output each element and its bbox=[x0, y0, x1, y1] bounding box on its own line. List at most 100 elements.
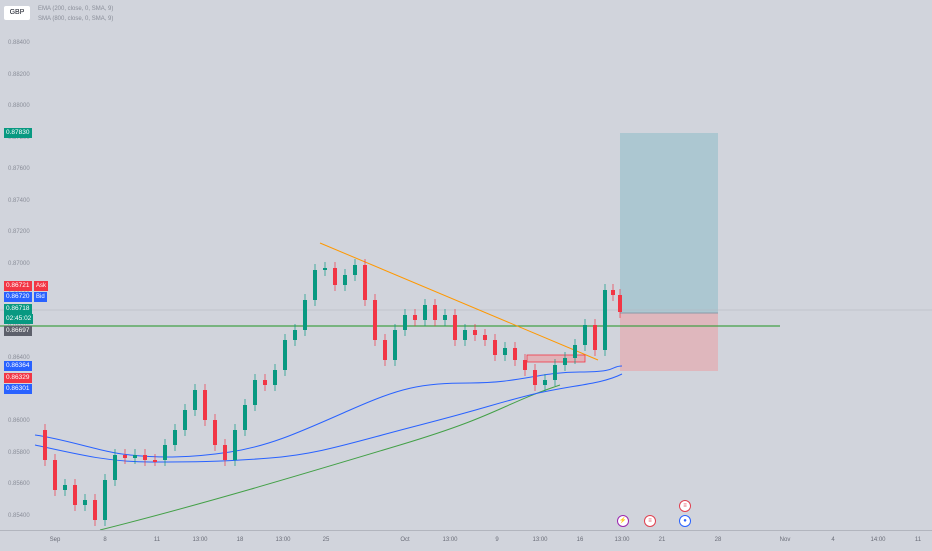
candle-body bbox=[173, 430, 177, 445]
time-label: 25 bbox=[322, 537, 330, 543]
time-label: 11 bbox=[153, 537, 161, 543]
candle-body bbox=[253, 380, 257, 405]
candle-body bbox=[193, 390, 197, 410]
candle-body bbox=[243, 405, 247, 430]
ema-legend[interactable]: EMA (200, close, 0, SMA, 9) bbox=[38, 6, 114, 12]
price-tick: 0.87400 bbox=[8, 197, 30, 204]
candle-body bbox=[123, 455, 127, 458]
lightning-icon[interactable]: ⚡ bbox=[617, 515, 629, 527]
time-label: 16 bbox=[576, 537, 584, 543]
candle-body bbox=[393, 330, 397, 360]
time-label: 13:00 bbox=[442, 537, 458, 543]
candle-body bbox=[603, 290, 607, 350]
candle-body bbox=[263, 380, 267, 385]
ask-price-tag: 0.86721 bbox=[4, 281, 32, 291]
price-tick: 0.88200 bbox=[8, 71, 30, 78]
candle-body bbox=[53, 460, 57, 490]
flag-uk-icon[interactable]: ≡ bbox=[679, 500, 691, 512]
candle-body bbox=[293, 330, 297, 340]
time-label: 8 bbox=[103, 537, 107, 543]
time-label: Nov bbox=[779, 537, 791, 543]
candle-body bbox=[143, 455, 147, 460]
candle-body bbox=[513, 348, 517, 360]
candle-body bbox=[203, 390, 207, 420]
candle-body bbox=[473, 330, 477, 335]
candle-body bbox=[323, 268, 327, 270]
time-label: Oct bbox=[400, 537, 410, 543]
time-label: 13:00 bbox=[192, 537, 208, 543]
candle-body bbox=[93, 500, 97, 520]
level-price-tag: 0.86697 bbox=[4, 326, 32, 336]
candle-body bbox=[493, 340, 497, 355]
candle-body bbox=[363, 265, 367, 300]
candle-body bbox=[583, 325, 587, 345]
candle-body bbox=[423, 305, 427, 320]
time-label: 13:00 bbox=[275, 537, 291, 543]
candle-body bbox=[453, 315, 457, 340]
price-tick: 0.86400 bbox=[8, 355, 30, 361]
time-label: 13:00 bbox=[614, 537, 630, 543]
candle-body bbox=[343, 275, 347, 285]
time-label: Sep bbox=[49, 537, 61, 543]
sma-price-tag: 0.86329 bbox=[4, 373, 32, 383]
symbol-badge[interactable]: GBP bbox=[4, 6, 30, 20]
candle-body bbox=[213, 420, 217, 445]
time-label: 4 bbox=[831, 537, 835, 543]
price-tick: 0.85600 bbox=[8, 481, 30, 487]
candle-body bbox=[63, 485, 67, 490]
bar-countdown: 02:45:02 bbox=[4, 314, 34, 324]
candle-body bbox=[73, 485, 77, 505]
candle-body bbox=[553, 365, 557, 380]
candle-body bbox=[313, 270, 317, 300]
candle-body bbox=[433, 305, 437, 320]
candle-body bbox=[563, 358, 567, 365]
price-tick: 0.86000 bbox=[8, 418, 30, 424]
price-tick: 0.87200 bbox=[8, 229, 30, 235]
candle-body bbox=[113, 455, 117, 480]
target-price-tag: 0.87830 bbox=[4, 128, 32, 138]
candle-body bbox=[273, 370, 277, 385]
last-price-tag: 0.86718 bbox=[4, 304, 32, 314]
flag-uk-icon[interactable]: ≡ bbox=[644, 515, 656, 527]
candle-body bbox=[283, 340, 287, 370]
sma-legend[interactable]: SMA (800, close, 0, SMA, 9) bbox=[38, 16, 114, 22]
candle-body bbox=[443, 315, 447, 320]
price-tick: 0.88400 bbox=[8, 40, 30, 46]
time-label: 13:00 bbox=[532, 537, 548, 543]
time-label: 11 bbox=[914, 537, 922, 543]
time-label: 21 bbox=[658, 537, 666, 543]
chart-area[interactable]: GBP EMA (200, close, 0, SMA, 9) SMA (800… bbox=[0, 0, 932, 530]
candle-body bbox=[383, 340, 387, 360]
price-chart[interactable] bbox=[0, 0, 932, 530]
candle-body bbox=[153, 460, 157, 462]
time-label: 14:00 bbox=[870, 537, 886, 543]
candle-body bbox=[303, 300, 307, 330]
candle-body bbox=[573, 345, 577, 358]
candle-body bbox=[103, 480, 107, 520]
candle-body bbox=[333, 268, 337, 285]
candle-body bbox=[133, 455, 137, 458]
stop-zone bbox=[620, 313, 718, 371]
time-axis[interactable]: Sep 8 11 13:00 18 13:00 25 Oct 13:00 9 13:00 16 13:0… bbox=[0, 530, 932, 551]
candle-body bbox=[533, 370, 537, 385]
price-tick: 0.87000 bbox=[8, 260, 30, 267]
ema-price-tag: 0.86364 bbox=[4, 361, 32, 371]
price-tick: 0.85400 bbox=[8, 512, 30, 519]
sma-line bbox=[34, 373, 623, 463]
candle-body bbox=[233, 430, 237, 460]
candle-body bbox=[523, 360, 527, 370]
ask-label: Ask bbox=[34, 281, 49, 291]
line-price-tag: 0.86301 bbox=[4, 384, 32, 394]
bid-label: Bid bbox=[34, 292, 47, 302]
long-ma-line bbox=[99, 384, 561, 530]
descending-trendline bbox=[319, 242, 599, 361]
time-label: 18 bbox=[236, 537, 244, 543]
candle-body bbox=[593, 325, 597, 350]
price-tick: 0.85800 bbox=[8, 449, 30, 456]
candle-body bbox=[413, 315, 417, 320]
candle-body bbox=[373, 300, 377, 340]
candle-body bbox=[543, 380, 547, 385]
demand-zone-box bbox=[526, 354, 586, 363]
candle-body bbox=[503, 348, 507, 355]
flag-eu-icon[interactable]: ● bbox=[679, 515, 691, 527]
